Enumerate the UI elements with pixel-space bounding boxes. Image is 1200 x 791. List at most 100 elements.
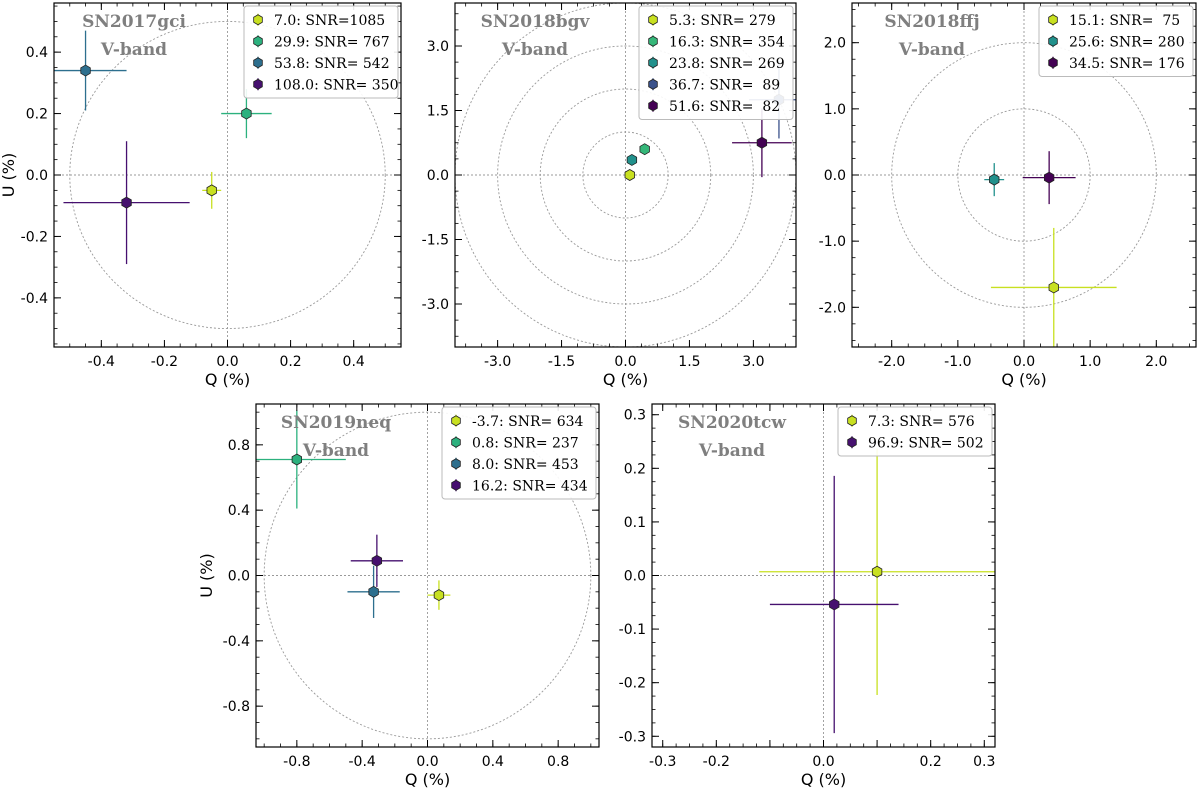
data-point [626,153,638,166]
x-tick-label: 0.2 [920,754,942,770]
legend-entry: 0.8: SNR= 237 [472,435,579,451]
legend-entry: 51.6: SNR= 82 [669,99,780,115]
x-tick-label: 0.4 [482,754,504,770]
legend: 5.3: SNR= 279 16.3: SNR= 354 23.8: SNR= 26… [638,5,794,120]
data-point [368,585,379,598]
legend-entry: 23.8: SNR= 269 [669,56,785,72]
x-tick-label: 0.0 [1013,354,1035,370]
y-tick-label: 0.0 [427,168,449,184]
y-tick-label: 0.0 [624,569,646,585]
legend-box [638,5,794,120]
plot-area [652,404,995,747]
legend-marker [847,415,857,427]
x-tick-label: 0.0 [812,754,834,770]
plot-area [455,3,796,347]
panel-subtitle: V-band [698,441,765,461]
y-tick-label: -1.0 [819,234,846,250]
legend-marker [451,458,461,470]
y-tick-label: 2.0 [824,36,846,52]
data-point [371,554,383,567]
plot-area [54,3,401,347]
panel-subtitle: V-band [501,40,568,60]
x-tick-label: -0.2 [151,354,178,370]
legend-entry: 16.2: SNR= 434 [472,478,588,494]
x-tick-label: -0.4 [349,754,376,770]
legend-entry: 36.7: SNR= 89 [669,77,780,93]
data-point [1043,171,1055,184]
data-point [433,589,445,602]
y-tick-label: 0.2 [26,107,48,123]
y-tick-label: -0.8 [223,699,250,715]
y-tick-label: 0.0 [824,168,846,184]
panel-title: SN2020tcw [678,413,786,433]
legend: 15.1: SNR= 75 25.6: SNR= 280 34.5: SNR= 17… [1038,5,1194,77]
data-point [639,143,650,156]
y-tick-label: 1.5 [427,104,449,120]
legend-entry: 8.0: SNR= 453 [472,457,579,473]
data-point [206,184,217,197]
y-tick-label: 3.0 [427,39,449,55]
panel-subtitle: V-band [302,441,369,461]
y-tick-label: -1.5 [422,233,449,249]
x-tick-label: 0.4 [343,354,365,370]
legend-marker [451,415,461,427]
y-tick-label: 1.0 [824,102,846,118]
x-axis-label: Q (%) [1001,370,1046,389]
y-tick-label: -0.3 [619,729,646,745]
data-point [1048,281,1059,294]
x-tick-label: -0.3 [649,754,676,770]
x-tick-label: 3.0 [742,354,764,370]
x-axis-label: Q (%) [205,370,250,389]
y-tick-label: 0.0 [228,569,250,585]
data-point [871,565,883,578]
y-tick-label: 0.4 [228,503,250,519]
x-tick-label: -1.0 [944,354,971,370]
panel-sn2019neq: -0.8 -0.4 0.0 0.4 0.8 -0.8 -0.4 0.0 0.4 0.8 Q (%) U… [197,403,600,789]
legend-marker [1048,35,1058,47]
data-point [80,64,91,77]
panel-subtitle: V-band [898,40,965,60]
data-point [241,107,252,120]
x-axis-label: Q (%) [405,770,450,789]
x-tick-label: 1.5 [678,354,700,370]
x-tick-label: 0.0 [216,354,238,370]
legend-entry: 108.0: SNR= 350 [274,77,399,93]
plot-area [256,404,599,747]
x-axis-label: Q (%) [603,370,648,389]
legend-entry: 7.3: SNR= 576 [868,414,975,430]
y-tick-label: -2.0 [819,300,846,316]
data-point [756,136,768,149]
x-tick-label: 0.0 [614,354,636,370]
x-tick-label: 2.0 [1145,354,1167,370]
legend-marker [253,14,263,26]
legend-marker [648,78,658,90]
x-tick-label: 0.2 [279,354,301,370]
x-tick-label: -0.4 [88,354,115,370]
legend-box [441,406,597,500]
y-tick-label: -0.4 [21,291,48,307]
panel-sn2018bgv: -3.0 -1.5 0.0 1.5 3.0 -3.0 -1.5 0.0 1.5 3.0 Q (%) S… [422,2,797,389]
legend-marker [648,57,658,69]
legend-marker [648,35,658,47]
y-tick-label: -3.0 [422,297,449,313]
panel-title: SN2018ffj [884,12,979,32]
legend: 7.3: SNR= 576 96.9: SNR= 502 [837,406,993,457]
legend-marker [253,57,263,69]
panel-sn2017gci: -0.4 -0.2 0.0 0.2 0.4 -0.4 -0.2 0.0 0.2 0.4 Q (%) U… [0,2,402,389]
reference-circle [957,108,1091,242]
legend-marker [451,436,461,448]
y-axis-label: U (%) [197,553,216,597]
legend-marker [648,100,658,112]
data-point [121,196,132,209]
x-tick-label: -2.0 [878,354,905,370]
panel-title: SN2018bgv [481,12,591,32]
x-tick-label: 0.0 [416,754,438,770]
y-tick-label: 0.0 [26,168,48,184]
legend-marker [648,14,658,26]
legend-marker [253,78,263,90]
legend-entry: -3.7: SNR= 634 [472,414,584,430]
x-tick-label: -1.5 [548,354,575,370]
legend-entry: 96.9: SNR= 502 [868,435,984,451]
y-tick-label: -0.2 [21,229,48,245]
